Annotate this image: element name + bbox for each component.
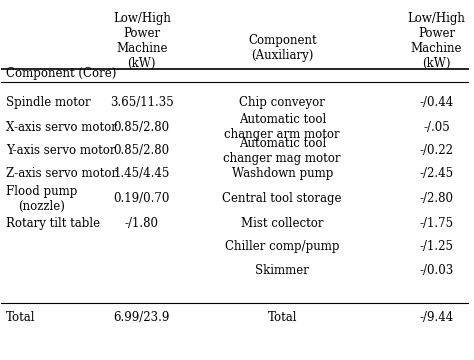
Text: Y-axis servo motor: Y-axis servo motor	[6, 144, 116, 157]
Text: 1.45/4.45: 1.45/4.45	[114, 167, 170, 180]
Text: Total: Total	[267, 311, 297, 324]
Text: Component (Core): Component (Core)	[6, 67, 117, 80]
Text: Automatic tool
changer mag motor: Automatic tool changer mag motor	[223, 136, 341, 165]
Text: Washdown pump: Washdown pump	[231, 167, 333, 180]
Text: 0.85/2.80: 0.85/2.80	[114, 144, 170, 157]
Text: 0.85/2.80: 0.85/2.80	[114, 121, 170, 134]
Text: 0.19/0.70: 0.19/0.70	[114, 192, 170, 205]
Text: -/2.45: -/2.45	[419, 167, 454, 180]
Text: -/1.80: -/1.80	[125, 217, 159, 230]
Text: Skimmer: Skimmer	[255, 264, 309, 277]
Text: Flood pump
(nozzle): Flood pump (nozzle)	[6, 185, 77, 213]
Text: -/2.80: -/2.80	[419, 192, 454, 205]
Text: -/1.75: -/1.75	[419, 217, 454, 230]
Text: Mist collector: Mist collector	[241, 217, 323, 230]
Text: Chiller comp/pump: Chiller comp/pump	[225, 240, 339, 253]
Text: Total: Total	[6, 311, 36, 324]
Text: -/0.44: -/0.44	[419, 96, 454, 109]
Text: Component
(Auxiliary): Component (Auxiliary)	[248, 33, 317, 62]
Text: -/0.03: -/0.03	[419, 264, 454, 277]
Text: Automatic tool
changer arm motor: Automatic tool changer arm motor	[224, 113, 340, 141]
Text: Spindle motor: Spindle motor	[6, 96, 91, 109]
Text: Low/High
Power
Machine
(kW): Low/High Power Machine (kW)	[113, 12, 171, 70]
Text: -/.05: -/.05	[423, 121, 450, 134]
Text: Low/High
Power
Machine
(kW): Low/High Power Machine (kW)	[408, 12, 465, 70]
Text: -/1.25: -/1.25	[419, 240, 454, 253]
Text: Z-axis servo motor: Z-axis servo motor	[6, 167, 117, 180]
Text: X-axis servo motor: X-axis servo motor	[6, 121, 117, 134]
Text: 6.99/23.9: 6.99/23.9	[114, 311, 170, 324]
Text: Rotary tilt table: Rotary tilt table	[6, 217, 100, 230]
Text: 3.65/11.35: 3.65/11.35	[110, 96, 173, 109]
Text: Chip conveyor: Chip conveyor	[239, 96, 325, 109]
Text: Central tool storage: Central tool storage	[222, 192, 342, 205]
Text: -/9.44: -/9.44	[419, 311, 454, 324]
Text: -/0.22: -/0.22	[419, 144, 454, 157]
